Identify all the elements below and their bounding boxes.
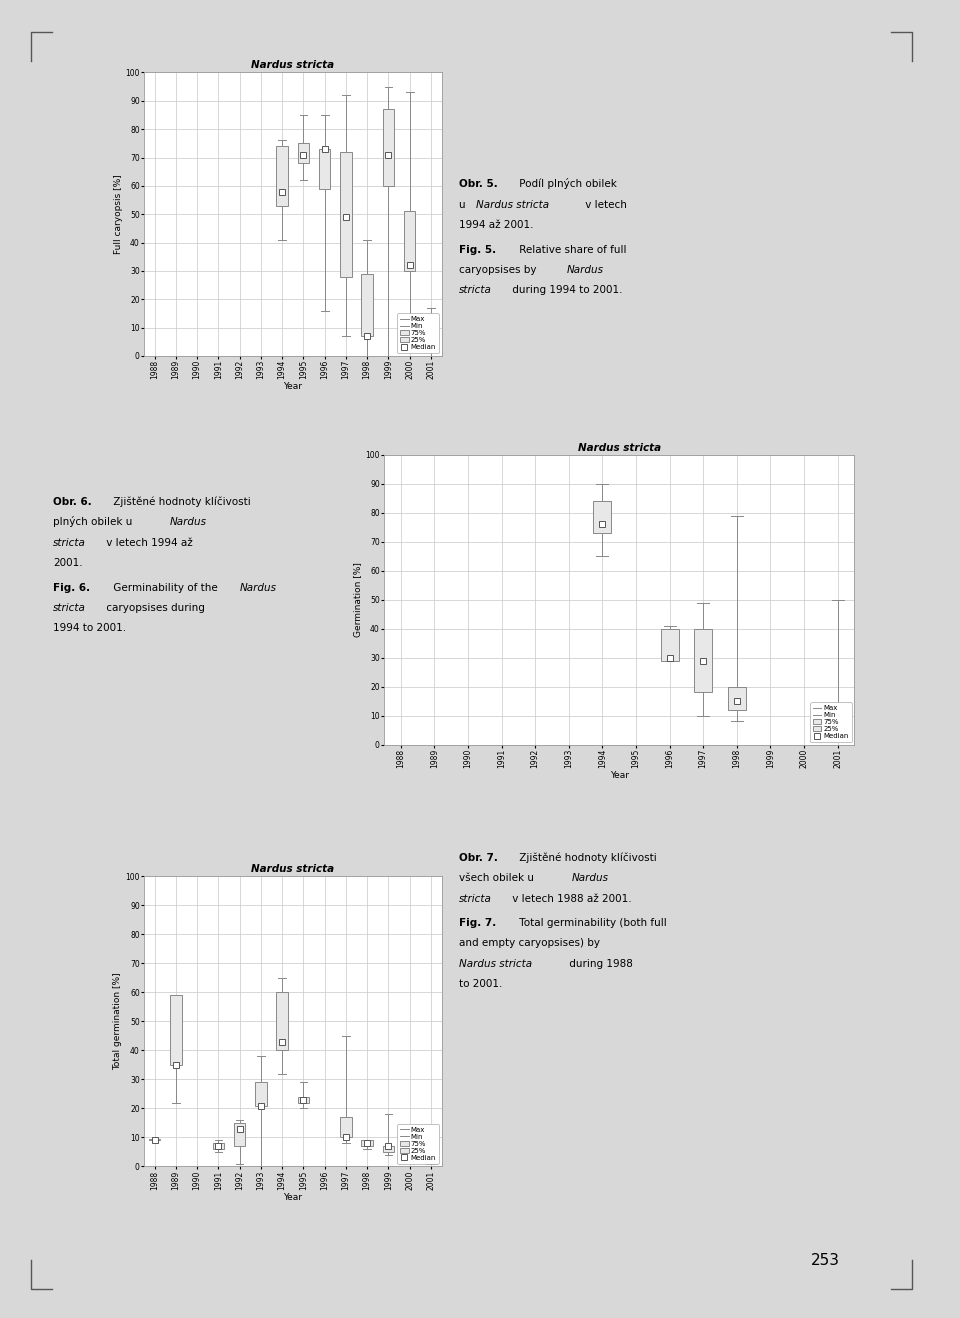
- Bar: [255, 1082, 267, 1106]
- Bar: [383, 1147, 395, 1152]
- X-axis label: Year: Year: [283, 382, 302, 391]
- Bar: [276, 146, 288, 206]
- Text: Podíl plných obilek: Podíl plných obilek: [516, 178, 617, 190]
- Text: v letech: v letech: [582, 199, 627, 210]
- Bar: [728, 687, 746, 710]
- Legend: Max, Min, 75%, 25%, Median: Max, Min, 75%, 25%, Median: [810, 702, 852, 742]
- Text: during 1988: during 1988: [566, 960, 634, 969]
- Text: Obr. 6.: Obr. 6.: [53, 497, 91, 507]
- Text: Nardus: Nardus: [170, 517, 207, 527]
- Bar: [694, 629, 712, 692]
- Y-axis label: Total germination [%]: Total germination [%]: [113, 973, 123, 1070]
- Text: Relative share of full: Relative share of full: [516, 245, 627, 254]
- Bar: [362, 1140, 372, 1147]
- Text: 2001.: 2001.: [53, 558, 83, 568]
- Text: Nardus: Nardus: [240, 583, 277, 593]
- Bar: [425, 1161, 437, 1164]
- Bar: [170, 995, 181, 1065]
- Bar: [149, 1139, 160, 1140]
- Text: 1994 až 2001.: 1994 až 2001.: [459, 220, 534, 231]
- Text: Nardus: Nardus: [572, 873, 610, 883]
- Text: Nardus stricta: Nardus stricta: [476, 199, 549, 210]
- Text: 253: 253: [811, 1253, 840, 1268]
- Text: Fig. 5.: Fig. 5.: [459, 245, 496, 254]
- Bar: [404, 211, 416, 270]
- Bar: [234, 1123, 246, 1147]
- Bar: [593, 501, 612, 532]
- Y-axis label: Full caryopsis [%]: Full caryopsis [%]: [113, 174, 123, 254]
- Title: Nardus stricta: Nardus stricta: [252, 865, 334, 874]
- Legend: Max, Min, 75%, 25%, Median: Max, Min, 75%, 25%, Median: [397, 1124, 439, 1164]
- Text: stricta: stricta: [53, 538, 85, 548]
- Title: Nardus stricta: Nardus stricta: [578, 443, 660, 452]
- Text: Nardus stricta: Nardus stricta: [459, 960, 532, 969]
- Text: to 2001.: to 2001.: [459, 979, 502, 990]
- Text: stricta: stricta: [459, 286, 492, 295]
- Bar: [383, 109, 395, 186]
- Text: Zjištěné hodnoty klíčivosti: Zjištěné hodnoty klíčivosti: [516, 853, 658, 863]
- Bar: [425, 316, 437, 333]
- Bar: [362, 274, 372, 336]
- Text: Nardus: Nardus: [566, 265, 604, 275]
- Bar: [340, 152, 351, 277]
- Text: všech obilek u: všech obilek u: [459, 873, 538, 883]
- Text: stricta: stricta: [53, 604, 85, 613]
- Bar: [298, 144, 309, 163]
- Bar: [660, 629, 679, 660]
- Y-axis label: Germination [%]: Germination [%]: [353, 563, 363, 637]
- Text: Total germinability (both full: Total germinability (both full: [516, 919, 667, 928]
- Text: Germinability of the: Germinability of the: [110, 583, 222, 593]
- Legend: Max, Min, 75%, 25%, Median: Max, Min, 75%, 25%, Median: [397, 314, 439, 353]
- Text: u: u: [459, 199, 468, 210]
- Text: Fig. 6.: Fig. 6.: [53, 583, 90, 593]
- Bar: [276, 992, 288, 1050]
- Bar: [340, 1118, 351, 1137]
- Bar: [213, 1143, 224, 1149]
- Text: v letech 1994 až: v letech 1994 až: [103, 538, 192, 548]
- Text: Zjištěné hodnoty klíčivosti: Zjištěné hodnoty klíčivosti: [110, 497, 252, 507]
- Text: plných obilek u: plných obilek u: [53, 517, 135, 527]
- Text: 1994 to 2001.: 1994 to 2001.: [53, 623, 126, 634]
- Text: Obr. 5.: Obr. 5.: [459, 179, 497, 190]
- Text: and empty caryopsises) by: and empty caryopsises) by: [459, 938, 600, 949]
- Text: during 1994 to 2001.: during 1994 to 2001.: [509, 286, 622, 295]
- Bar: [319, 149, 330, 188]
- Title: Nardus stricta: Nardus stricta: [252, 61, 334, 70]
- Bar: [298, 1097, 309, 1103]
- Text: Obr. 7.: Obr. 7.: [459, 853, 497, 863]
- Text: Fig. 7.: Fig. 7.: [459, 919, 496, 928]
- Bar: [404, 1152, 416, 1155]
- X-axis label: Year: Year: [283, 1193, 302, 1202]
- X-axis label: Year: Year: [610, 771, 629, 780]
- Text: stricta: stricta: [459, 894, 492, 904]
- Text: caryopsises by: caryopsises by: [459, 265, 540, 275]
- Text: caryopsises during: caryopsises during: [103, 604, 204, 613]
- Text: v letech 1988 až 2001.: v letech 1988 až 2001.: [509, 894, 632, 904]
- Bar: [828, 704, 847, 721]
